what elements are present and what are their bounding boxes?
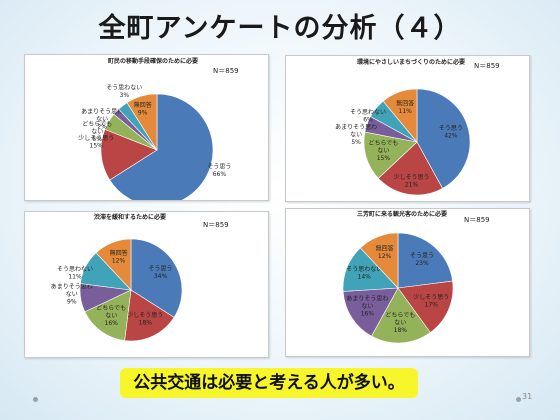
pie-chart-panel-environment: 環境にやさしいまちづくりのために必要 N＝859 そう思う 42% 少しそう思う 21% ど… bbox=[285, 55, 530, 202]
pie-slice bbox=[397, 232, 453, 289]
sample-size-label: N＝859 bbox=[203, 221, 229, 229]
pie-chart-3: 三芳町に来る観光客のために必要 N＝859 そう思う 23% 少しそう思う 17% どちらで… bbox=[342, 210, 490, 344]
pie-slice bbox=[377, 141, 443, 196]
pie-slice bbox=[100, 129, 158, 181]
pie-chart-1: 環境にやさしいまちづくりのために必要 N＝859 そう思う 42% 少しそう思う 21% ど… bbox=[335, 58, 500, 196]
slice-data-label: そう思わない 11% bbox=[57, 266, 93, 281]
pie-slice bbox=[382, 88, 418, 143]
slice-data-label: どちらでもない 18% bbox=[385, 311, 415, 334]
slice-data-label: 少しそう思う 17% bbox=[413, 294, 449, 309]
pie-chart-panel-mobility: 町民の移動手段確保のために必要 N＝859 そう思う 66% 少しそう思う 15% どちらで… bbox=[24, 54, 269, 201]
pie-slice bbox=[363, 131, 418, 179]
pie-slice bbox=[95, 238, 132, 291]
pie-slice bbox=[84, 289, 132, 341]
sample-size-label: N＝859 bbox=[464, 216, 490, 224]
pie-chart-0: 町民の移動手段確保のために必要 N＝859 そう思う 66% 少しそう思う 15%どちらで… bbox=[78, 57, 239, 200]
slice-data-label: どちらでもない 15% bbox=[368, 139, 398, 162]
next-slide-dot[interactable] bbox=[516, 397, 521, 402]
chart-title: 町民の移動手段確保のために必要 bbox=[108, 57, 198, 65]
pie-slice bbox=[126, 93, 158, 152]
prev-slide-dot[interactable] bbox=[33, 397, 38, 402]
slice-data-label: 無回答 12% bbox=[376, 245, 394, 261]
pie-slice bbox=[416, 88, 471, 189]
slice-data-label: 少しそう思う 18% bbox=[127, 312, 163, 327]
slice-data-label: そう思わない 3% bbox=[106, 84, 142, 99]
slice-data-label: 無回答 9% bbox=[134, 101, 152, 117]
slice-data-label: そう思わない 6% bbox=[350, 109, 386, 124]
slice-data-label: あまりそう思わない 16% bbox=[346, 296, 388, 318]
chart-title: 三芳町に来る観光客のために必要 bbox=[357, 210, 447, 218]
slice-data-label: そう思わない 14% bbox=[346, 266, 382, 281]
sample-size-label: N＝859 bbox=[474, 62, 500, 70]
pie-slice bbox=[342, 287, 399, 337]
slice-data-label: そう思う 23% bbox=[410, 252, 434, 266]
slice-data-label: あまりそう思わない 2% bbox=[81, 109, 123, 131]
conclusion-banner: 公共交通は必要と考える人が多い。 bbox=[120, 368, 418, 398]
slice-data-label: どちらでもない 5% bbox=[82, 120, 112, 143]
pie-slice bbox=[397, 280, 454, 333]
chart-title: 渋滞を緩和するために必要 bbox=[94, 213, 166, 221]
slice-data-label: そう思う 66% bbox=[207, 163, 231, 178]
sample-size-label: N＝859 bbox=[213, 67, 239, 75]
slice-data-label: そう思う 42% bbox=[439, 125, 463, 140]
pie-slice bbox=[109, 93, 214, 200]
slice-data-label: あまりそう思わない 9% bbox=[51, 283, 93, 305]
pie-chart-panel-congestion: 渋滞を緩和するために必要 N＝859 そう思う 34% 少しそう思う 18% どちらでもない… bbox=[24, 211, 269, 358]
pie-chart-panel-tourists: 三芳町に来る観光客のために必要 N＝859 そう思う 23% 少しそう思う 17% どちらで… bbox=[285, 208, 530, 357]
slice-data-label: 少しそう思う 21% bbox=[393, 174, 429, 189]
slice-data-label: 少しそう思う 15% bbox=[78, 135, 114, 150]
pie-slice bbox=[371, 287, 431, 344]
slice-data-label: 無回答 12% bbox=[110, 249, 128, 265]
pie-slice bbox=[124, 289, 175, 342]
slice-data-label: そう思う 34% bbox=[148, 265, 172, 280]
pie-chart-2: 渋滞を緩和するために必要 N＝859 そう思う 34% 少しそう思う 18%どちらでもない… bbox=[51, 213, 229, 342]
pie-slice bbox=[359, 232, 399, 289]
chart-title: 環境にやさしいまちづくりのために必要 bbox=[357, 58, 465, 66]
slice-data-label: 無回答 11% bbox=[396, 100, 414, 116]
slice-data-label: どちらでもない 16% bbox=[96, 304, 126, 327]
page-number: 31 bbox=[522, 392, 533, 401]
slide-title: 全町アンケートの分析（４） bbox=[98, 13, 462, 44]
slice-data-label: あまりそう思わない 5% bbox=[335, 124, 377, 146]
